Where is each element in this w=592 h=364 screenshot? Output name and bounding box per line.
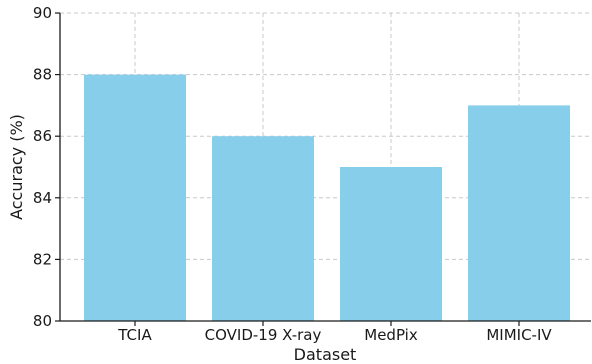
x-tick-label: COVID-19 X-ray [205, 326, 322, 344]
bar [468, 105, 570, 322]
bar [340, 167, 442, 321]
x-ticks: TCIA COVID-19 X-ray MedPix MIMIC-IV [117, 321, 552, 344]
y-axis-label: Accuracy (%) [7, 114, 26, 220]
y-tick-label: 80 [33, 312, 52, 330]
axes [59, 13, 591, 322]
y-tick-label: 84 [33, 189, 52, 207]
x-axis-label: Dataset [294, 345, 357, 364]
bar [212, 136, 314, 321]
y-tick-label: 86 [33, 127, 52, 145]
bars [84, 74, 570, 322]
y-ticks: 80 82 84 86 88 90 [33, 4, 60, 330]
y-tick-label: 88 [33, 66, 52, 84]
y-tick-label: 82 [33, 250, 52, 268]
x-tick-label: MedPix [364, 326, 418, 344]
x-tick-label: MIMIC-IV [486, 326, 552, 344]
x-tick-label: TCIA [117, 326, 152, 344]
y-tick-label: 90 [33, 4, 52, 22]
bar [84, 74, 186, 321]
